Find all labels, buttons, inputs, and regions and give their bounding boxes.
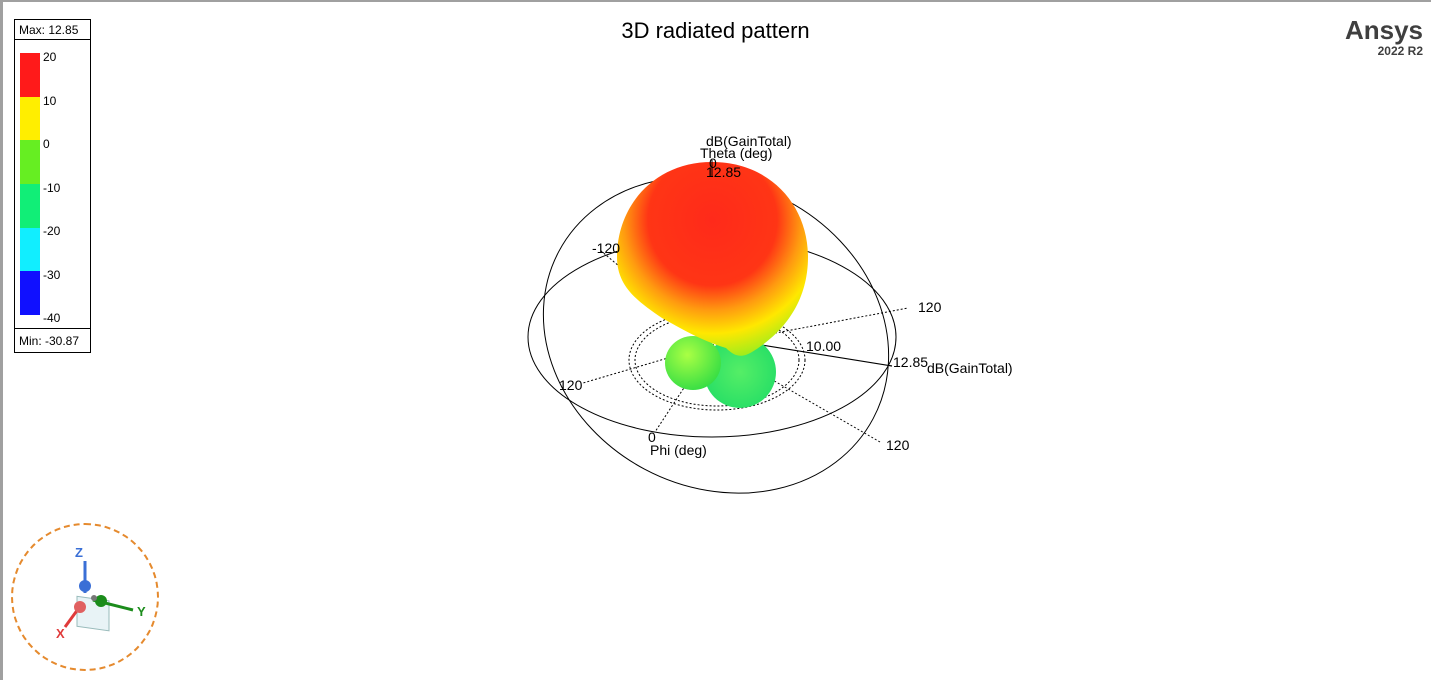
legend-tick: -30: [43, 268, 61, 282]
legend-band-4: [20, 183, 40, 228]
y-axis-label: Y: [137, 604, 146, 619]
legend-band-6: [20, 271, 40, 315]
triad-origin: [91, 595, 97, 601]
quantity-label-top: dB(GainTotal): [706, 133, 792, 149]
theta-axis-label: Theta (deg): [700, 145, 772, 161]
right-quantity-label: dB(GainTotal): [927, 360, 1013, 376]
x-axis-knob: [74, 601, 86, 613]
x-axis-label: X: [56, 626, 65, 641]
r120-label: 120: [918, 299, 942, 315]
legend-band-3: [20, 140, 40, 184]
side-lobe: [665, 336, 721, 390]
ansys-brand: Ansys 2022 R2: [1345, 16, 1423, 58]
y-axis-knob: [95, 595, 107, 607]
main-lobe: [617, 162, 808, 356]
plot-title: 3D radiated pattern: [621, 18, 810, 43]
brand-name: Ansys: [1344, 15, 1423, 45]
orientation-triad[interactable]: Z Y X: [11, 523, 159, 671]
gain-ring: [634, 313, 800, 407]
legend-tick: 10: [43, 94, 57, 108]
legend-max: Max: 12.85: [15, 20, 90, 40]
brand-version: 2022 R2: [1377, 44, 1423, 58]
max-value-label: 12.85: [706, 164, 741, 180]
side-lobe: [704, 336, 776, 408]
gain-ring: [628, 309, 806, 411]
window-frame-left: [0, 0, 3, 680]
b120-label: 120: [886, 437, 910, 453]
theta-zero-label: 0: [709, 155, 717, 171]
legend-tick: -10: [43, 181, 61, 195]
color-legend[interactable]: Max: 12.85 20 10 0 -10 -20 -30 -40 Min: …: [14, 19, 91, 353]
phi-axis-label: Phi (deg): [650, 442, 707, 458]
legend-band-5: [20, 227, 40, 272]
phi-zero-label: 0: [648, 429, 656, 445]
legend-tick: 20: [43, 50, 57, 64]
legend-band-2: [20, 96, 40, 141]
neg120-label: -120: [592, 240, 620, 256]
legend-tick: 0: [43, 137, 50, 151]
l120-label: 120: [559, 377, 583, 393]
legend-color-bar: [20, 53, 40, 315]
legend-min: Min: -30.87: [15, 328, 90, 352]
right-max-label: 12.85: [893, 354, 928, 370]
z-axis-label: Z: [75, 545, 83, 560]
legend-tick: -40: [43, 311, 61, 325]
z-axis-knob: [79, 580, 91, 592]
axis-line: [582, 344, 713, 384]
window-frame-top: [0, 0, 1431, 2]
legend-band-1: [20, 53, 40, 97]
legend-tick: -20: [43, 224, 61, 238]
ring-value-label: 10.00: [806, 338, 841, 354]
